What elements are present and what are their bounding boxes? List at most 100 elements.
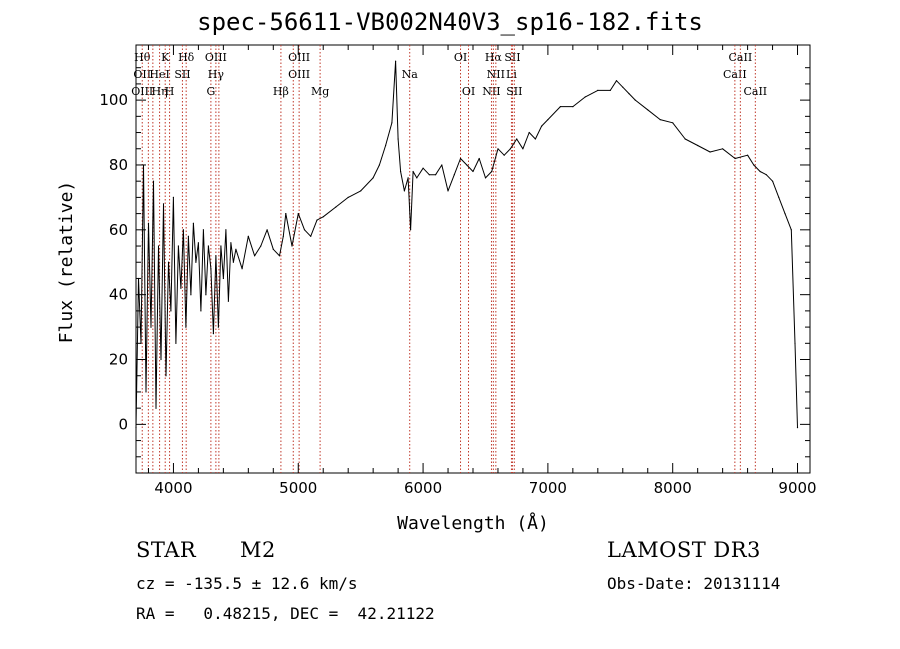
data-point-42 <box>247 235 249 237</box>
chart-title: spec-56611-VB002N40V3_sp16-182.fits <box>197 8 703 36</box>
line-marker-label-0-1: OII <box>133 68 151 81</box>
data-point-118 <box>796 427 799 429</box>
data-point-21 <box>187 235 189 237</box>
line-marker-label-25-0: CaII <box>729 51 753 64</box>
data-point-80 <box>478 157 480 160</box>
x-tick-label-3: 7000 <box>529 479 567 497</box>
line-marker-label-4-0: K <box>161 51 170 64</box>
data-point-49 <box>285 213 287 215</box>
data-point-71 <box>422 167 424 169</box>
y-tick-label-1: 20 <box>109 351 128 369</box>
data-point-95 <box>597 89 599 91</box>
data-point-113 <box>772 180 774 182</box>
data-point-85 <box>509 148 511 150</box>
data-point-79 <box>472 170 474 173</box>
data-point-10 <box>160 358 162 361</box>
data-point-111 <box>759 170 761 173</box>
data-point-81 <box>484 177 487 179</box>
data-point-104 <box>684 138 686 140</box>
line-marker-label-24-1: CaII <box>723 68 747 81</box>
data-point-94 <box>584 96 586 98</box>
data-point-8 <box>155 407 157 409</box>
data-point-106 <box>709 151 711 153</box>
data-point-7 <box>152 180 155 182</box>
data-point-98 <box>622 86 624 88</box>
data-point-11 <box>162 203 165 205</box>
x-tick-label-2: 6000 <box>404 479 442 497</box>
data-point-84 <box>503 154 505 156</box>
data-point-77 <box>459 157 462 160</box>
line-marker-label-9-0: OIII <box>205 51 227 64</box>
data-point-55 <box>322 216 324 218</box>
data-point-100 <box>634 99 636 101</box>
data-point-109 <box>747 154 749 156</box>
data-point-86 <box>516 138 518 140</box>
data-point-17 <box>177 245 179 247</box>
data-point-41 <box>241 268 243 270</box>
y-tick-label-0: 0 <box>118 415 128 433</box>
coordinates-readout: RA = 0.48215, DEC = 42.21122 <box>136 604 435 623</box>
data-point-52 <box>303 229 306 231</box>
data-point-93 <box>572 106 574 108</box>
data-point-53 <box>310 235 312 237</box>
line-marker-label-0-0: Hθ <box>134 51 151 64</box>
data-point-9 <box>157 245 160 247</box>
data-point-64 <box>397 138 399 140</box>
data-point-19 <box>182 229 184 231</box>
data-point-45 <box>266 229 268 231</box>
line-marker-label-19-0: Hα <box>485 51 503 64</box>
data-point-14 <box>170 310 172 312</box>
data-point-65 <box>400 170 402 173</box>
data-point-115 <box>784 213 786 215</box>
data-point-35 <box>222 277 224 280</box>
data-point-34 <box>220 245 222 247</box>
data-point-32 <box>215 255 217 257</box>
data-point-60 <box>378 164 380 166</box>
data-point-37 <box>227 300 229 302</box>
data-point-72 <box>428 174 430 176</box>
line-marker-label-26-2: CaII <box>743 85 767 98</box>
data-point-54 <box>316 219 318 221</box>
y-tick-label-3: 60 <box>109 221 128 239</box>
data-point-31 <box>212 333 214 335</box>
data-point-57 <box>347 196 349 198</box>
tick-layer: 4000 5000 6000 7000 8000 9000 0 20 40 60 80 100 <box>99 45 817 497</box>
line-marker-label-14-2: Mg <box>311 85 329 98</box>
data-point-58 <box>360 190 362 192</box>
data-point-24 <box>195 261 197 263</box>
data-point-48 <box>282 235 284 237</box>
data-point-59 <box>372 177 374 179</box>
line-marker-label-3-1: HeI <box>149 68 169 81</box>
data-point-76 <box>453 174 455 176</box>
data-point-5 <box>147 222 150 224</box>
data-point-101 <box>647 109 649 111</box>
object-subclass: M2 <box>240 538 276 562</box>
line-marker-label-6-1: SII <box>174 68 190 81</box>
data-point-89 <box>534 138 537 140</box>
data-point-15 <box>172 196 174 198</box>
data-point-26 <box>200 310 202 312</box>
obs-date: Obs-Date: 20131114 <box>607 574 781 593</box>
y-tick-label-4: 80 <box>109 156 128 174</box>
data-point-6 <box>150 326 152 328</box>
data-point-29 <box>207 245 209 247</box>
data-point-50 <box>291 245 293 247</box>
data-point-63 <box>395 60 397 62</box>
series-line-0 <box>135 60 798 428</box>
data-point-18 <box>180 287 182 289</box>
data-point-51 <box>297 213 299 215</box>
data-point-112 <box>765 174 767 176</box>
data-point-117 <box>794 342 796 344</box>
data-point-97 <box>615 80 618 82</box>
survey-name: LAMOST DR3 <box>607 538 761 562</box>
line-marker-label-3-2: Hη <box>151 85 167 98</box>
data-point-38 <box>230 242 232 244</box>
data-point-87 <box>522 148 524 150</box>
data-point-102 <box>659 119 661 121</box>
data-point-28 <box>205 294 207 296</box>
data-point-88 <box>528 131 530 134</box>
data-point-47 <box>278 255 281 257</box>
line-marker-label-8-2: G <box>206 85 215 98</box>
line-marker-label-17-2: OI <box>462 85 475 98</box>
